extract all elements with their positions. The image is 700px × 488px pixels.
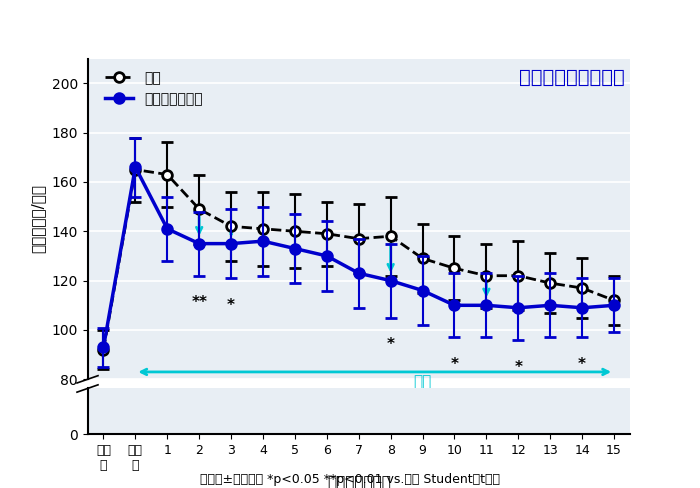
- Text: *: *: [386, 337, 395, 352]
- Text: 平均値±標準偏差 *p<0.05 **p<0.01 vs.対照 Studentのt検定: 平均値±標準偏差 *p<0.05 **p<0.01 vs.対照 Studentの…: [200, 472, 500, 486]
- Text: 摂取: 摂取: [414, 374, 432, 389]
- Legend: 対照, アイススラリー: 対照, アイススラリー: [100, 65, 209, 112]
- X-axis label: 休憩時間（分）: 休憩時間（分）: [327, 475, 391, 488]
- Text: **: **: [191, 295, 207, 310]
- Text: *: *: [227, 298, 235, 313]
- Text: *: *: [514, 360, 522, 375]
- Y-axis label: 心拍数（拍/分）: 心拍数（拍/分）: [31, 184, 46, 253]
- Text: *: *: [578, 357, 586, 372]
- Text: *: *: [451, 357, 458, 372]
- Text: 心拍数の回復を促進: 心拍数の回復を促進: [519, 68, 624, 87]
